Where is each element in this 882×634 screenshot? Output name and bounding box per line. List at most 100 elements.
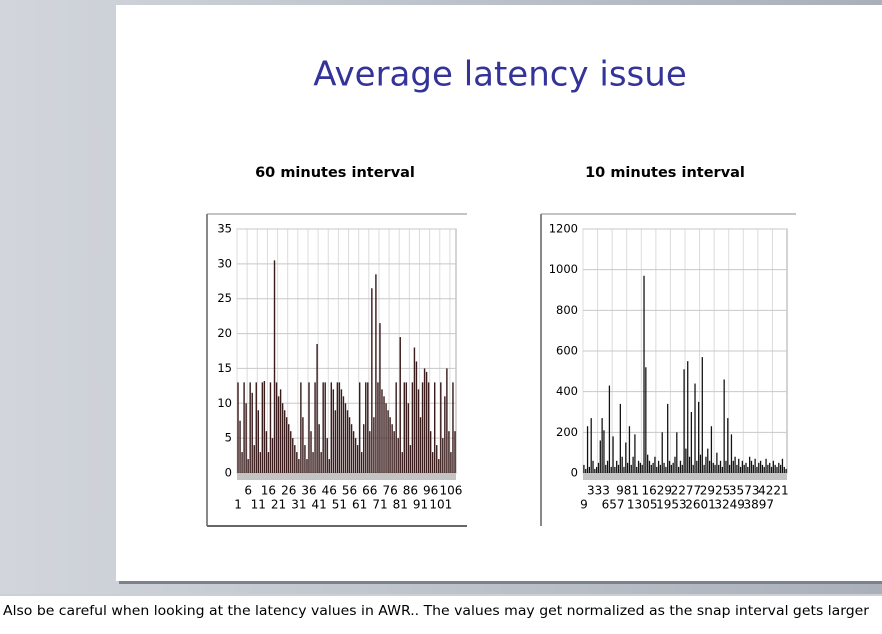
bar — [356, 445, 359, 473]
bar — [639, 462, 642, 473]
bar — [411, 382, 414, 473]
x-tick-label: 981 — [616, 484, 639, 498]
bar — [318, 424, 320, 473]
bar — [358, 382, 361, 473]
bar — [683, 369, 685, 473]
chart-title: 60 minutes interval — [255, 165, 415, 181]
bar — [619, 403, 621, 473]
x-tick-label: 91 — [413, 498, 428, 512]
bar — [696, 460, 698, 473]
bar — [261, 382, 264, 473]
bar — [652, 462, 654, 473]
x-tick-label: 657 — [602, 498, 625, 512]
charts: 60 minutes interval051015202530351611162… — [206, 165, 796, 527]
bar — [648, 460, 651, 473]
bar — [754, 458, 756, 473]
bar — [352, 431, 355, 473]
bar — [265, 431, 268, 473]
bar — [685, 448, 687, 473]
bar — [723, 379, 725, 473]
bar — [667, 403, 669, 473]
bar — [674, 456, 676, 473]
bar — [346, 410, 349, 473]
bar — [770, 466, 773, 473]
x-tick-label: 81 — [393, 498, 408, 512]
bar — [448, 431, 450, 473]
x-tick-label: 2277 — [671, 484, 702, 498]
bar — [583, 464, 585, 473]
bar — [708, 460, 711, 473]
bar — [243, 382, 245, 473]
bar — [759, 460, 762, 473]
bar — [296, 452, 298, 473]
y-tick-label: 5 — [225, 431, 232, 445]
x-tick-label: 76 — [382, 484, 397, 498]
bar — [336, 382, 339, 473]
bar — [772, 460, 774, 473]
bar — [672, 462, 674, 473]
bar — [687, 361, 689, 473]
bar — [725, 460, 727, 473]
bar — [409, 445, 412, 473]
bar — [663, 462, 665, 473]
bar — [298, 459, 300, 473]
bar — [269, 382, 272, 473]
bar — [659, 464, 662, 473]
bar — [632, 456, 634, 473]
bar — [734, 456, 736, 473]
bar — [401, 452, 403, 473]
bar — [656, 466, 658, 473]
bar — [320, 452, 322, 473]
bar — [643, 275, 645, 473]
bar — [407, 403, 410, 473]
y-tick-label: 800 — [556, 303, 578, 317]
bar — [237, 382, 239, 473]
bar — [239, 420, 241, 473]
slide-title[interactable]: Average latency issue — [313, 55, 686, 95]
bar — [743, 464, 745, 473]
bar — [732, 460, 734, 473]
y-tick-label: 1000 — [549, 262, 578, 276]
bar — [606, 460, 609, 473]
bar — [354, 438, 357, 473]
bar — [597, 462, 600, 473]
bar — [586, 426, 589, 473]
notes-text[interactable]: Also be careful when looking at the late… — [3, 603, 869, 619]
bar — [334, 410, 337, 473]
bar — [585, 468, 587, 473]
bar — [344, 403, 347, 473]
bar — [590, 418, 592, 473]
chart-title: 10 minutes interval — [585, 165, 745, 181]
bar — [393, 431, 395, 473]
bar — [752, 464, 754, 473]
bar — [741, 460, 744, 473]
bar — [263, 380, 266, 473]
bar — [781, 458, 784, 473]
x-tick-label: 46 — [322, 484, 337, 498]
notes-pane[interactable] — [0, 596, 882, 630]
bar — [710, 426, 713, 473]
bar — [605, 464, 607, 473]
x-tick-label: 16 — [261, 484, 276, 498]
bar — [616, 460, 618, 473]
bar — [763, 466, 765, 473]
bar — [688, 456, 691, 473]
bar — [739, 466, 742, 473]
y-tick-label: 25 — [217, 291, 232, 305]
bar — [304, 445, 306, 473]
bar — [241, 452, 243, 473]
bar — [308, 382, 310, 473]
bar — [436, 445, 438, 473]
bar — [641, 464, 643, 473]
x-tick-label: 3897 — [743, 498, 774, 512]
bar — [637, 460, 640, 473]
bar — [330, 382, 333, 473]
x-tick-label: 1629 — [641, 484, 672, 498]
bar — [375, 274, 377, 473]
bar — [694, 383, 696, 473]
bar — [328, 459, 330, 473]
bar — [377, 382, 379, 473]
x-tick-label: 61 — [352, 498, 367, 512]
bar — [630, 464, 632, 473]
